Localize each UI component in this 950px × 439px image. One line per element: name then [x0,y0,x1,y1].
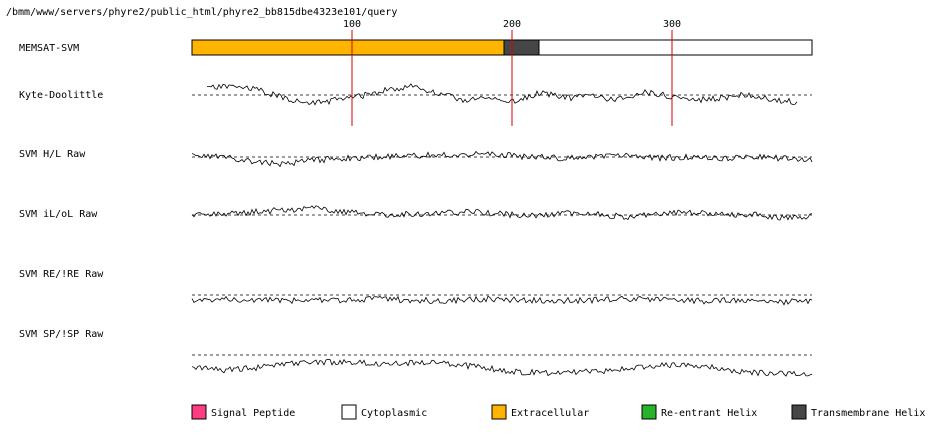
legend-swatch-signal-peptide [191,404,207,420]
legend-label-signal-peptide: Signal Peptide [211,408,295,419]
trace-svm-hl [191,150,813,168]
legend-swatch-transmembrane-helix [791,404,807,420]
track-label-svm-spisp: SVM SP/!SP Raw [19,329,104,340]
trace-svm-reire [191,295,813,306]
tick-label-300: 300 [663,19,681,30]
query-path: /bmm/www/servers/phyre2/public_html/phyr… [6,7,397,18]
topology-transmembrane-segment [503,39,540,56]
legend-label-cytoplasmic: Cytoplasmic [361,408,427,419]
tick-label-100: 100 [343,19,361,30]
trace-svm-ilol [191,205,813,221]
tick-label-200: 200 [503,19,521,30]
legend-label-extracellular: Extracellular [511,408,589,419]
legend-swatch-reentrant-helix [641,404,657,420]
topology-extracellular-segment [191,39,505,56]
trace-kyte-doolittle [206,83,798,106]
trace-svm-spisp [191,358,813,377]
track-label-memsat: MEMSAT-SVM [19,43,79,54]
track-label-svm-reire: SVM RE/!RE Raw [19,269,104,280]
legend-swatch-cytoplasmic [341,404,357,420]
track-label-kyte-doolittle: Kyte-Doolittle [19,90,103,101]
legend-swatch-extracellular [491,404,507,420]
track-label-svm-ilol: SVM iL/oL Raw [19,209,98,220]
legend-label-transmembrane-helix: Transmembrane Helix [811,408,925,419]
track-label-svm-hl: SVM H/L Raw [19,149,86,160]
legend-label-reentrant-helix: Re-entrant Helix [661,408,757,419]
topology-cytoplasmic-segment [538,39,813,56]
